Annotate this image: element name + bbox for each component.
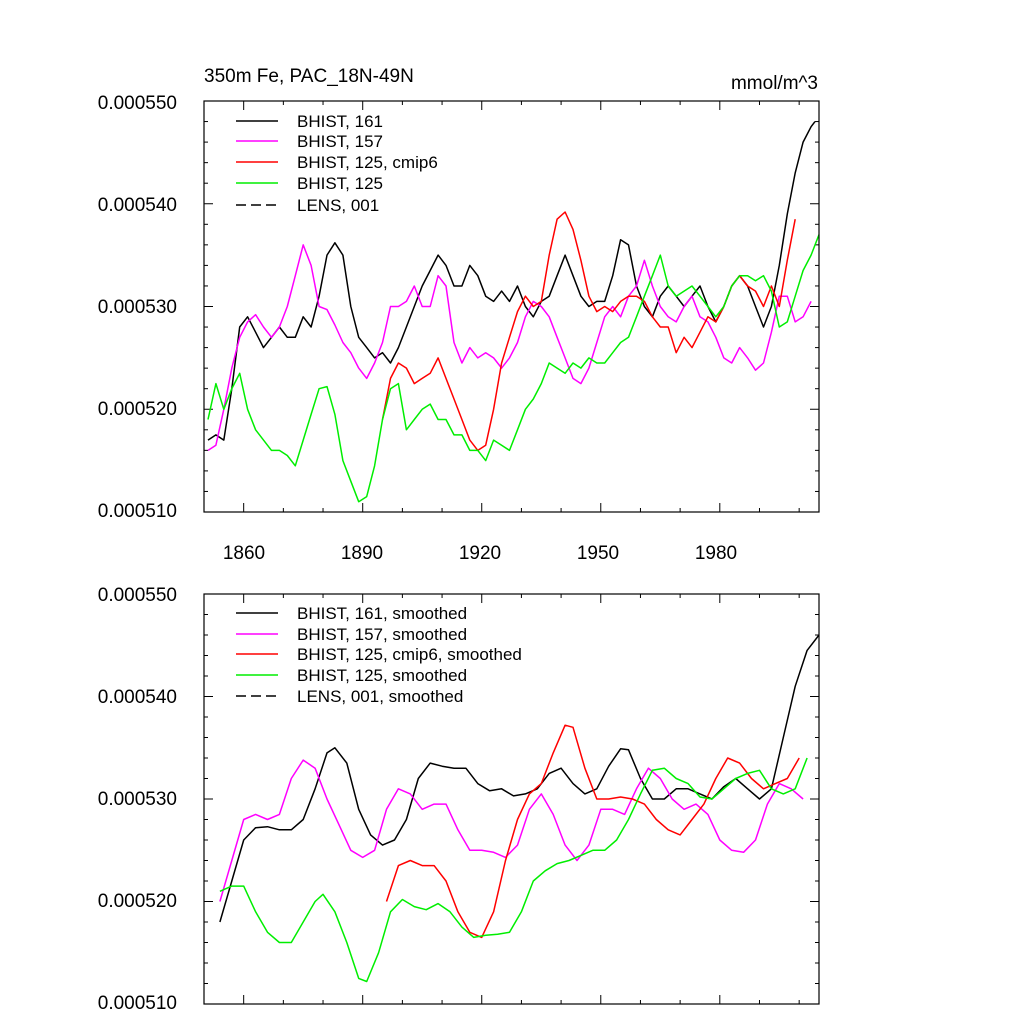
bottom-panel: 0.000510 0.000520 0.000530 0.000540 0.00… (98, 585, 820, 1014)
y-tick-label: 0.000540 (98, 687, 177, 708)
legend-label: LENS, 001, smoothed (297, 687, 463, 706)
series-line-bhist-125-cmip6-smoothed (385, 724, 800, 939)
series-lines (207, 121, 820, 503)
series-line-bhist-157 (207, 244, 812, 452)
plot-frame (203, 593, 820, 1005)
x-tick-label: 1890 (341, 543, 383, 564)
x-tick-label: 1950 (577, 543, 619, 564)
legend-label: BHIST, 125, cmip6, smoothed (297, 645, 522, 664)
legend: BHIST, 161 BHIST, 157 BHIST, 125, cmip6 … (236, 112, 438, 215)
y-tick-label: 0.000540 (98, 195, 177, 216)
top-panel: 350m Fe, PAC_18N-49N mmol/m^3 0.000510 0… (98, 66, 820, 564)
top-panel-title: 350m Fe, PAC_18N-49N (204, 66, 414, 87)
series-line-bhist-161-smoothed (219, 634, 820, 923)
series-line-bhist-125-smoothed (219, 757, 808, 983)
legend: BHIST, 161, smoothed BHIST, 157, smoothe… (236, 604, 522, 706)
y-tick-label: 0.000510 (98, 501, 177, 522)
axis-ticks (203, 593, 819, 1005)
y-tick-label: 0.000510 (98, 993, 177, 1014)
legend-label: BHIST, 157 (297, 132, 383, 151)
series-line-bhist-125 (207, 234, 820, 503)
series-lines (219, 634, 820, 983)
legend-label: BHIST, 161, smoothed (297, 604, 467, 623)
y-tick-label: 0.000550 (98, 585, 177, 606)
y-tick-label: 0.000530 (98, 297, 177, 318)
x-tick-label: 1920 (459, 543, 501, 564)
legend-label: LENS, 001 (297, 196, 379, 215)
y-tick-label: 0.000530 (98, 789, 177, 810)
legend-label: BHIST, 125 (297, 174, 383, 193)
y-tick-label: 0.000520 (98, 891, 177, 912)
x-tick-label: 1980 (695, 543, 737, 564)
top-panel-units: mmol/m^3 (731, 73, 818, 94)
series-line-bhist-125-cmip6 (381, 211, 796, 452)
legend-label: BHIST, 125, smoothed (297, 666, 467, 685)
axis-ticks (203, 100, 819, 513)
x-tick-label: 1860 (223, 543, 265, 564)
legend-label: BHIST, 161 (297, 112, 383, 131)
y-tick-label: 0.000550 (98, 93, 177, 114)
plot-frame (203, 100, 820, 513)
legend-label: BHIST, 125, cmip6 (297, 153, 438, 172)
series-line-bhist-157-smoothed (219, 759, 804, 902)
legend-label: BHIST, 157, smoothed (297, 625, 467, 644)
y-tick-label: 0.000520 (98, 399, 177, 420)
